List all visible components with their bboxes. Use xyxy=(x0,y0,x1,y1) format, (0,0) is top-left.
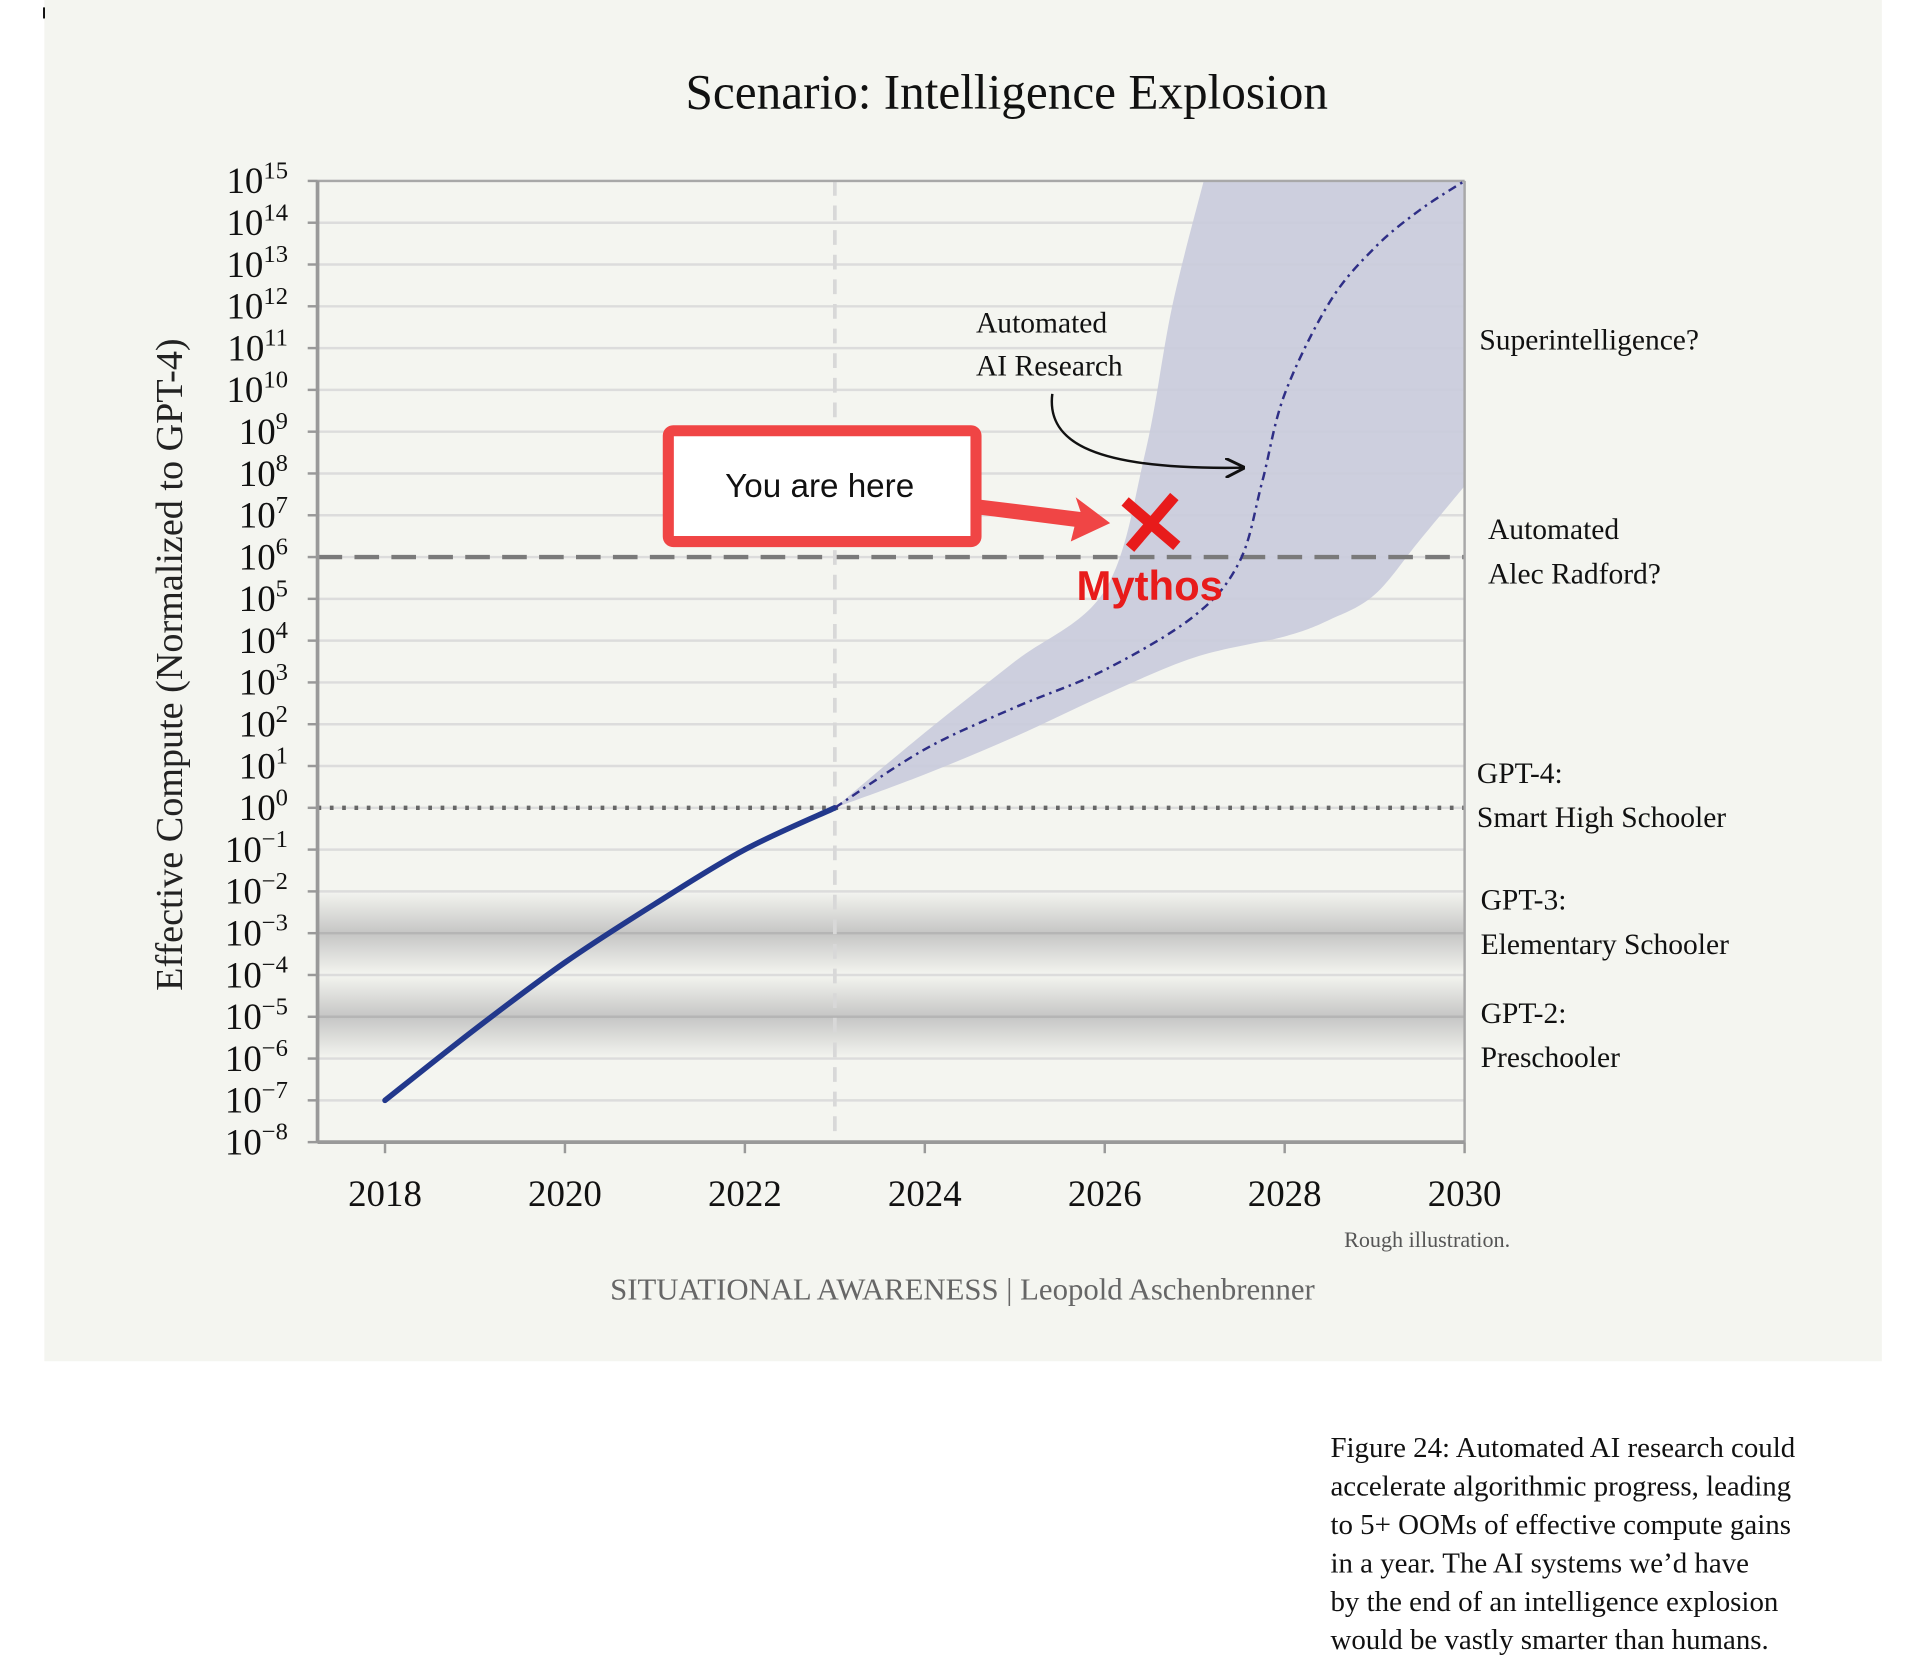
y-tick-label: 105 xyxy=(239,575,288,619)
label-gpt3: GPT-3: xyxy=(1481,885,1567,917)
series-line-0 xyxy=(382,805,838,1104)
rough-illustration-note: Rough illustration. xyxy=(1344,1227,1510,1252)
y-axis-label: Effective Compute (Normalized to GPT-4) xyxy=(149,338,191,990)
chart-background xyxy=(44,0,1882,1362)
y-tick-label: 10−2 xyxy=(225,868,288,912)
series-line-1 xyxy=(834,179,1466,809)
y-tick-label: 10−4 xyxy=(225,952,288,996)
you-are-here-label: You are here xyxy=(725,468,914,505)
y-tick-label: 10−8 xyxy=(225,1119,288,1163)
y-tick-label: 10−7 xyxy=(225,1077,288,1121)
mythos-x-marker xyxy=(1121,492,1181,552)
y-tick-label: 1012 xyxy=(226,283,288,327)
y-tick-label: 101 xyxy=(239,743,288,787)
caption-line: in a year. The AI systems we’d have xyxy=(1330,1547,1749,1579)
y-tick-label: 10−5 xyxy=(225,993,288,1037)
annotation-automated-ai-research: Automated xyxy=(976,307,1107,339)
y-tick-label: 1010 xyxy=(226,366,288,410)
x-tick-label: 2030 xyxy=(1428,1173,1502,1214)
label-automated-alec-radford: Automated xyxy=(1488,514,1619,546)
annotation-automated-ai-research: AI Research xyxy=(976,350,1123,382)
caption-line: would be vastly smarter than humans. xyxy=(1330,1624,1768,1656)
caption-line: accelerate algorithmic progress, leading xyxy=(1330,1471,1791,1503)
x-tick-label: 2018 xyxy=(348,1173,422,1214)
y-tick-label: 1014 xyxy=(226,199,288,243)
y-tick-label: 10−6 xyxy=(225,1035,288,1079)
y-tick-label: 10−1 xyxy=(225,826,288,870)
caption-line: by the end of an intelligence explosion xyxy=(1330,1586,1778,1618)
x-tick-label: 2022 xyxy=(708,1173,782,1214)
y-tick-label: 104 xyxy=(239,617,288,661)
caption-line: to 5+ OOMs of effective compute gains xyxy=(1330,1509,1791,1541)
label-gpt2: GPT-2: xyxy=(1481,998,1567,1030)
label-gpt3: Elementary Schooler xyxy=(1481,929,1730,961)
corner-mark xyxy=(43,7,45,19)
x-tick-label: 2028 xyxy=(1248,1173,1322,1214)
uncertainty-band xyxy=(834,180,1465,808)
x-tick-label: 2020 xyxy=(528,1173,602,1214)
caption-line: Figure 24: Automated AI research could xyxy=(1330,1432,1795,1464)
y-tick-label: 1015 xyxy=(226,157,288,201)
chart-title: Scenario: Intelligence Explosion xyxy=(686,64,1328,119)
y-tick-label: 10−3 xyxy=(225,910,288,954)
credit-line: SITUATIONAL AWARENESS | Leopold Aschenbr… xyxy=(610,1273,1315,1307)
label-automated-alec-radford: Alec Radford? xyxy=(1488,558,1661,590)
label-gpt2: Preschooler xyxy=(1481,1042,1621,1074)
label-gpt4: GPT-4: xyxy=(1477,758,1563,790)
y-tick-label: 107 xyxy=(239,492,288,536)
mythos-label: Mythos xyxy=(1077,562,1223,609)
y-tick-label: 103 xyxy=(239,659,288,703)
y-tick-label: 1011 xyxy=(227,325,288,369)
annotation-arrow xyxy=(1050,393,1243,468)
you-are-here-box xyxy=(662,425,982,548)
y-tick-label: 100 xyxy=(239,784,288,828)
y-tick-label: 109 xyxy=(239,408,288,452)
x-tick-label: 2026 xyxy=(1068,1173,1142,1214)
plot-area: 1015101410131012101110101091081071061051… xyxy=(225,157,1729,1214)
y-tick-label: 108 xyxy=(239,450,288,494)
x-tick-label: 2024 xyxy=(888,1173,962,1214)
y-tick-label: 1013 xyxy=(226,241,288,285)
callout-arrow xyxy=(978,497,1111,542)
y-tick-label: 106 xyxy=(239,534,288,578)
y-tick-label: 102 xyxy=(239,701,288,745)
figure-caption: Figure 24: Automated AI research could ac… xyxy=(1330,1432,1795,1656)
label-gpt4: Smart High Schooler xyxy=(1477,802,1726,834)
label-superintelligence: Superintelligence? xyxy=(1479,325,1699,357)
